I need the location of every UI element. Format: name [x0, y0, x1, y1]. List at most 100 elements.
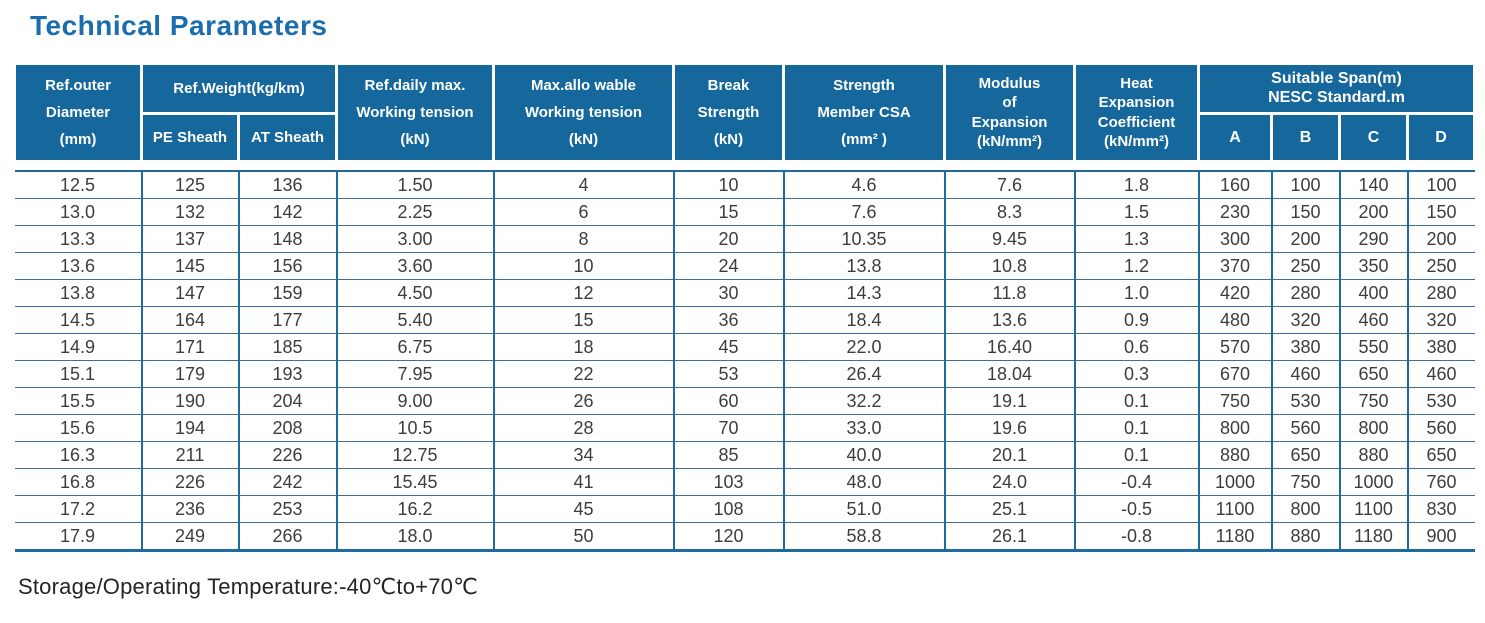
table-cell: 13.6	[943, 306, 1076, 334]
table-row: 13.8 147 159 4.50 12 30 14.3 11.8 1.0 420 280 400 28…	[14, 279, 1475, 307]
table-cell: 33.0	[782, 414, 946, 442]
table-cell: 800	[1197, 414, 1273, 442]
table-cell: 24.0	[943, 468, 1076, 496]
table-cell: 249	[140, 522, 240, 552]
table-cell: 34	[492, 441, 675, 469]
page-title: Technical Parameters	[30, 10, 328, 41]
table-cell: 12.75	[335, 441, 495, 469]
table-cell: 290	[1338, 225, 1409, 253]
table-cell: 100	[1406, 170, 1475, 199]
col-header-pe-sheath: PE Sheath	[140, 112, 240, 163]
table-cell: 18.0	[335, 522, 495, 552]
col-header-max-allowable-working-tension: Max.allo wable Working tension (kN)	[492, 62, 675, 163]
table-cell: 10.35	[782, 225, 946, 253]
table-cell: 242	[237, 468, 338, 496]
table-cell: 22	[492, 360, 675, 388]
table-cell: 230	[1197, 198, 1273, 226]
table-cell: 50	[492, 522, 675, 552]
table-cell: 145	[140, 252, 240, 280]
table-cell: 560	[1406, 414, 1475, 442]
table-cell: 750	[1338, 387, 1409, 415]
table-cell: 420	[1197, 279, 1273, 307]
table-cell: 15	[672, 198, 785, 226]
table-cell: 760	[1406, 468, 1475, 496]
table-cell: 650	[1270, 441, 1341, 469]
table-cell: 830	[1406, 495, 1475, 523]
table-cell: 125	[140, 170, 240, 199]
table-cell: 880	[1270, 522, 1341, 552]
table-cell: 48.0	[782, 468, 946, 496]
col-header-modulus-of-expansion: Modulus of Expansion (kN/mm²)	[943, 62, 1076, 163]
table-cell: 40.0	[782, 441, 946, 469]
table-row: 16.8 226 242 15.45 41 103 48.0 24.0 -0.4 1000 750 1…	[14, 468, 1475, 496]
table-cell: 1000	[1338, 468, 1409, 496]
table-cell: 164	[140, 306, 240, 334]
table-cell: 380	[1406, 333, 1475, 361]
table-cell: 17.2	[14, 495, 143, 523]
table-cell: 179	[140, 360, 240, 388]
table-cell: 480	[1197, 306, 1273, 334]
table-cell: 7.6	[943, 170, 1076, 199]
table-cell: 3.00	[335, 225, 495, 253]
table-cell: 1.0	[1073, 279, 1200, 307]
table-cell: 30	[672, 279, 785, 307]
storage-temperature-note: Storage/Operating Temperature:-40℃to+70℃	[18, 574, 478, 599]
table-cell: 5.40	[335, 306, 495, 334]
table-cell: 4.50	[335, 279, 495, 307]
table-cell: 28	[492, 414, 675, 442]
table-cell: 7.6	[782, 198, 946, 226]
table-cell: 18	[492, 333, 675, 361]
table-cell: 13.6	[14, 252, 143, 280]
table-cell: 25.1	[943, 495, 1076, 523]
table-cell: 9.00	[335, 387, 495, 415]
table-row: 14.9 171 185 6.75 18 45 22.0 16.40 0.6 570 380 550 3…	[14, 333, 1475, 361]
col-header-ref-weight: Ref.Weight(kg/km)	[140, 62, 338, 115]
header-row-sub: PE Sheath AT Sheath A B C D	[15, 112, 1477, 163]
table-body: 12.5 125 136 1.50 4 10 4.6 7.6 1.8 160 100 140 100 13…	[14, 170, 1475, 552]
table-cell: 1180	[1338, 522, 1409, 552]
table-cell: 19.1	[943, 387, 1076, 415]
table-cell: 16.2	[335, 495, 495, 523]
table-cell: 570	[1197, 333, 1273, 361]
table-cell: 560	[1270, 414, 1341, 442]
table-cell: 0.1	[1073, 441, 1200, 469]
table-row: 15.6 194 208 10.5 28 70 33.0 19.6 0.1 800 560 800 56…	[14, 414, 1475, 442]
table-cell: 103	[672, 468, 785, 496]
table-cell: 200	[1406, 225, 1475, 253]
table-cell: 136	[237, 170, 338, 199]
table-cell: 15.45	[335, 468, 495, 496]
table-cell: 10.8	[943, 252, 1076, 280]
table-cell: 800	[1338, 414, 1409, 442]
table-cell: 148	[237, 225, 338, 253]
table-cell: 150	[1270, 198, 1341, 226]
table-cell: 14.3	[782, 279, 946, 307]
table-cell: -0.4	[1073, 468, 1200, 496]
table-cell: 70	[672, 414, 785, 442]
table-cell: 200	[1338, 198, 1409, 226]
col-header-ref-outer-diameter: Ref.outer Diameter (mm)	[13, 62, 143, 163]
table-cell: 880	[1197, 441, 1273, 469]
table-cell: 15.6	[14, 414, 143, 442]
table-cell: 140	[1338, 170, 1409, 199]
table-row: 13.6 145 156 3.60 10 24 13.8 10.8 1.2 370 250 350 25…	[14, 252, 1475, 280]
table-cell: 132	[140, 198, 240, 226]
table-cell: 4	[492, 170, 675, 199]
table-cell: 266	[237, 522, 338, 552]
table-cell: 1180	[1197, 522, 1273, 552]
table-cell: 159	[237, 279, 338, 307]
table-cell: 45	[672, 333, 785, 361]
table-cell: 193	[237, 360, 338, 388]
table-row: 14.5 164 177 5.40 15 36 18.4 13.6 0.9 480 320 460 32…	[14, 306, 1475, 334]
table-cell: 18.4	[782, 306, 946, 334]
table-cell: 370	[1197, 252, 1273, 280]
table-row: 15.1 179 193 7.95 22 53 26.4 18.04 0.3 670 460 650 4…	[14, 360, 1475, 388]
table-cell: 750	[1197, 387, 1273, 415]
col-header-span-b: B	[1270, 112, 1341, 163]
table-cell: 204	[237, 387, 338, 415]
header-row-top: Ref.outer Diameter (mm) Ref.Weight(kg/km…	[13, 62, 1477, 163]
table-cell: 1.2	[1073, 252, 1200, 280]
table-cell: 800	[1270, 495, 1341, 523]
table-cell: 880	[1338, 441, 1409, 469]
col-header-span-d: D	[1405, 112, 1477, 163]
table-cell: 6.75	[335, 333, 495, 361]
